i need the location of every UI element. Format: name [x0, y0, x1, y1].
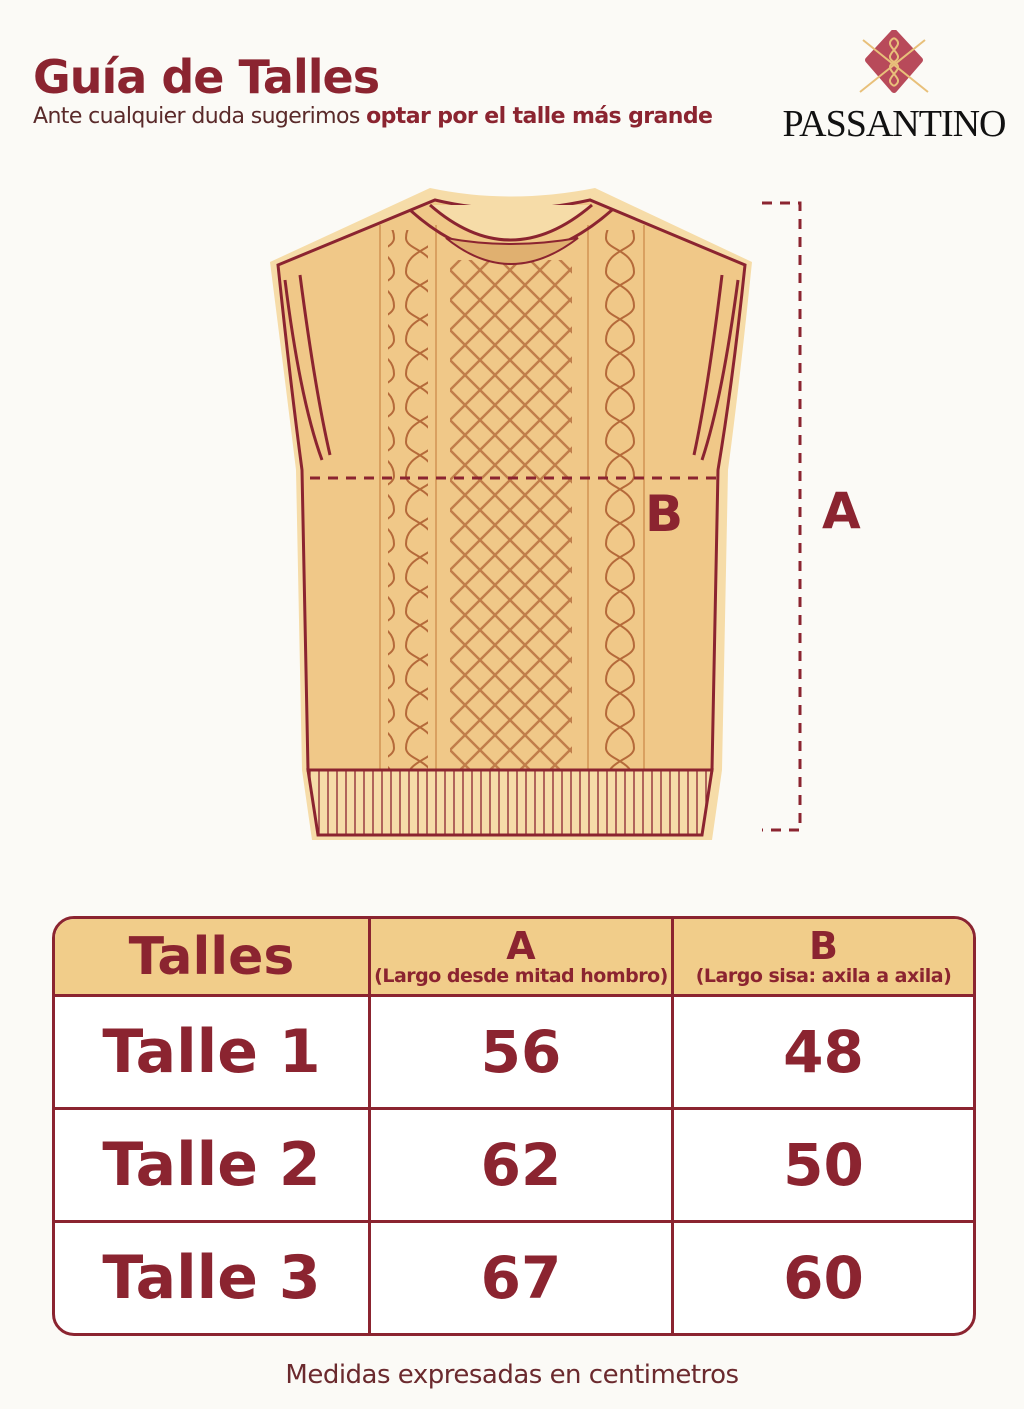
label-b: B	[645, 485, 684, 543]
brand-name: PASSANTINO	[782, 103, 1007, 145]
header-a: A (Largo desde mitad hombro)	[371, 919, 674, 997]
vest-diagram	[270, 188, 802, 840]
table-row: Talle 3 67 60	[55, 1223, 973, 1333]
size-cell: Talle 3	[55, 1223, 371, 1333]
value-b-cell: 50	[674, 1110, 973, 1223]
subtitle-regular: Ante cualquier duda sugerimos	[33, 104, 367, 129]
measure-line-a	[762, 201, 802, 832]
table-row: Talle 2 62 50	[55, 1110, 973, 1223]
size-cell: Talle 1	[55, 997, 371, 1110]
table-header-row: Talles A (Largo desde mitad hombro) B (Lar…	[55, 919, 973, 997]
header-b: B (Largo sisa: axila a axila)	[674, 919, 973, 997]
header-b-title: B	[809, 923, 838, 968]
armhole-left	[283, 279, 324, 461]
header-b-desc: (Largo sisa: axila a axila)	[695, 964, 952, 987]
knot-diamond-logo-icon	[859, 30, 929, 93]
page-title: Guía de Talles	[33, 50, 380, 104]
size-table: Talles A (Largo desde mitad hombro) B (Lar…	[52, 916, 976, 1336]
header-a-desc: (Largo desde mitad hombro)	[374, 964, 668, 987]
value-b-cell: 60	[783, 1244, 864, 1312]
page-subtitle: Ante cualquier duda sugerimos optar por …	[33, 104, 713, 129]
size-cell: Talle 2	[55, 1110, 371, 1223]
subtitle-bold: optar por el talle más grande	[366, 104, 713, 129]
footer-note: Medidas expresadas en centimetros	[285, 1360, 739, 1390]
vest-hem	[306, 768, 714, 837]
value-a-cell: 62	[371, 1110, 674, 1223]
header-a-title: A	[506, 923, 536, 968]
header-talles: Talles	[55, 919, 371, 997]
brand-logo: PASSANTINO	[768, 30, 1020, 145]
value-b-cell: 48	[674, 997, 973, 1110]
label-a: A	[822, 482, 861, 540]
value-a-cell: 56	[371, 997, 674, 1110]
value-a-cell: 67	[371, 1223, 674, 1333]
armhole-right	[700, 279, 740, 461]
table-row: Talle 1 56 48	[55, 997, 973, 1110]
